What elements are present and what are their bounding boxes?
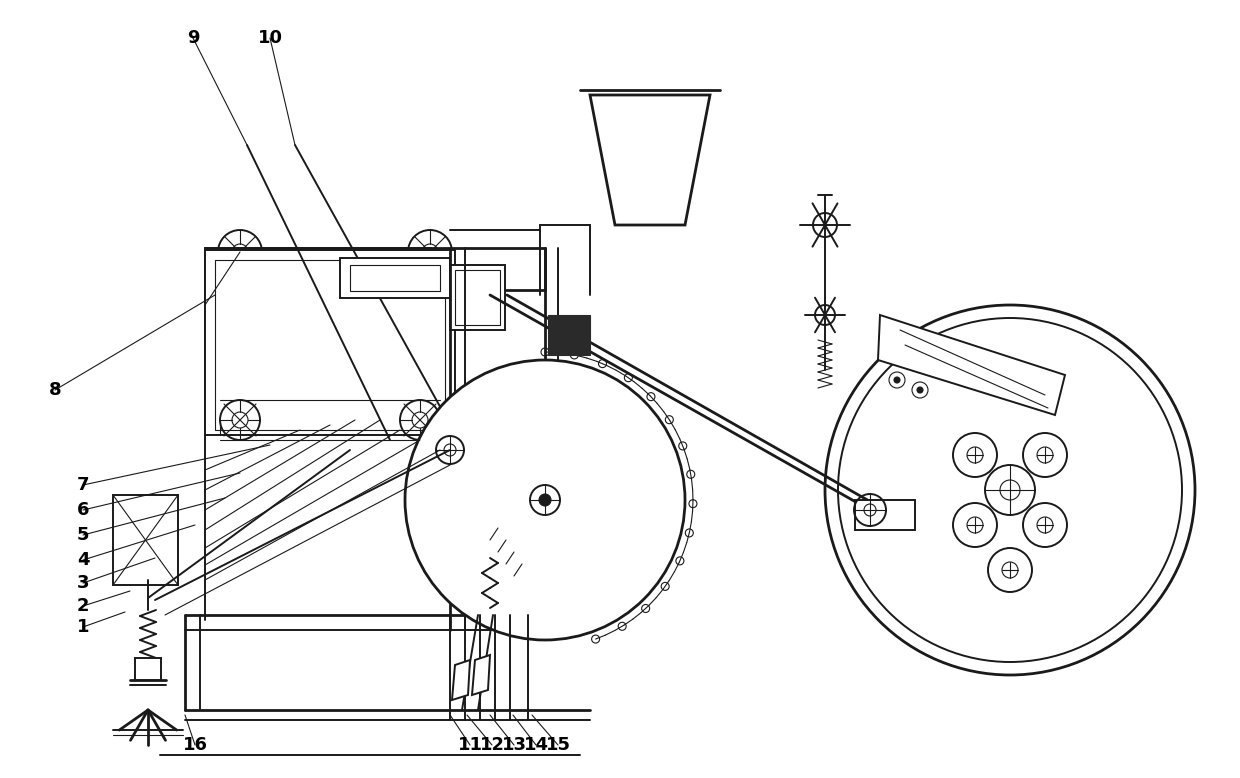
Text: 16: 16 — [182, 736, 207, 754]
Text: 8: 8 — [48, 381, 61, 399]
Text: 9: 9 — [187, 29, 200, 47]
Polygon shape — [878, 315, 1065, 415]
Text: 4: 4 — [77, 551, 89, 569]
Text: 3: 3 — [77, 574, 89, 592]
Text: 5: 5 — [77, 526, 89, 544]
Circle shape — [918, 387, 923, 393]
Circle shape — [405, 360, 684, 640]
Polygon shape — [590, 95, 711, 225]
Text: 13: 13 — [501, 736, 527, 754]
Bar — [205, 250, 455, 435]
Text: 6: 6 — [77, 501, 89, 519]
Bar — [856, 500, 915, 530]
Bar — [215, 260, 445, 430]
Text: 15: 15 — [546, 736, 570, 754]
Polygon shape — [453, 660, 470, 700]
Text: 11: 11 — [458, 736, 482, 754]
Bar — [113, 495, 179, 585]
Bar — [205, 248, 430, 433]
Bar — [450, 265, 505, 330]
Text: 12: 12 — [480, 736, 505, 754]
Text: 2: 2 — [77, 597, 89, 615]
Bar — [135, 658, 161, 680]
Polygon shape — [472, 655, 490, 695]
Circle shape — [894, 377, 900, 383]
Circle shape — [825, 305, 1195, 675]
Circle shape — [539, 494, 551, 506]
Bar — [340, 258, 450, 298]
Bar — [350, 265, 440, 291]
Polygon shape — [548, 315, 590, 355]
Bar — [455, 270, 500, 325]
Text: 10: 10 — [258, 29, 283, 47]
Text: 7: 7 — [77, 476, 89, 494]
Text: 1: 1 — [77, 618, 89, 636]
Text: 14: 14 — [523, 736, 548, 754]
